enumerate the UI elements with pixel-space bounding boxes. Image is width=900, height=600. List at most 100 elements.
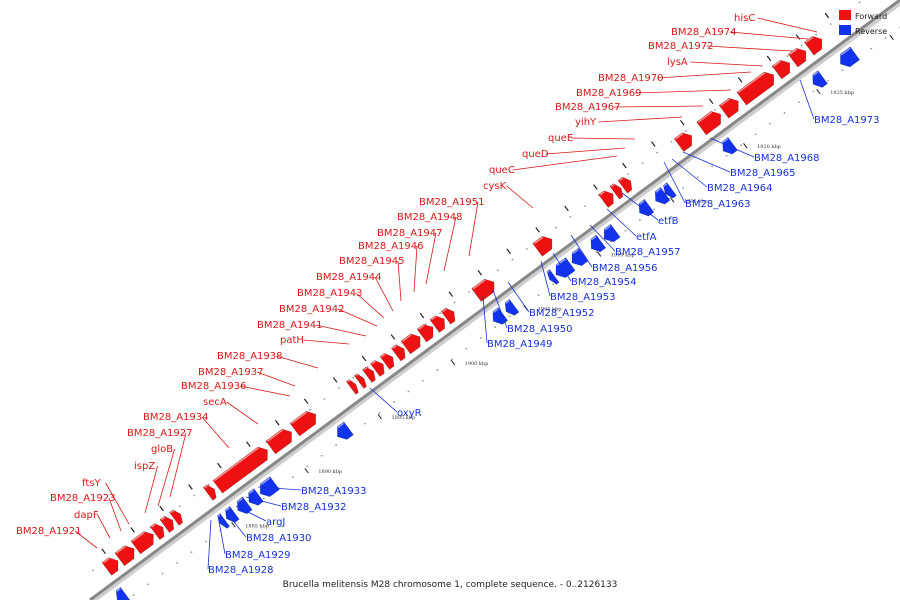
forward-gene-label[interactable]: BM28_A1948	[397, 212, 463, 223]
forward-gene-label[interactable]: patH	[280, 335, 304, 346]
forward-gene-arrow-13[interactable]	[370, 358, 388, 377]
forward-gene-label[interactable]: BM28_A1944	[316, 272, 382, 283]
reverse-gene-arrow-16[interactable]	[660, 182, 677, 201]
forward-gene-arrow-20[interactable]	[471, 276, 499, 302]
reverse-gene-label[interactable]: BM28_A1949	[487, 339, 553, 350]
forward-gene-arrow-6[interactable]	[202, 483, 219, 501]
reverse-gene-arrow-8[interactable]	[501, 298, 520, 318]
forward-gene-label[interactable]: BM28_A1970	[598, 73, 664, 84]
forward-gene-label[interactable]: cysK	[483, 181, 507, 192]
forward-gene-arrow-29[interactable]	[771, 57, 794, 80]
forward-gene-arrow-4[interactable]	[159, 514, 178, 533]
reverse-gene-label[interactable]: BM28_A1964	[707, 183, 773, 194]
forward-gene-arrow-14[interactable]	[379, 351, 398, 370]
forward-gene-arrow-7[interactable]	[212, 443, 272, 494]
forward-gene-arrow-9[interactable]	[289, 408, 320, 437]
forward-gene-label[interactable]: queE	[548, 133, 573, 144]
reverse-gene-label[interactable]: BM28_A1973	[814, 115, 880, 126]
forward-gene-label[interactable]: BM28_A1974	[671, 27, 737, 38]
reverse-gene-arrow-0[interactable]	[112, 587, 131, 600]
reverse-gene-label[interactable]: BM28_A1928	[208, 565, 274, 576]
reverse-gene-arrow-14[interactable]	[635, 198, 655, 219]
reverse-gene-label[interactable]: BM28_A1953	[550, 292, 616, 303]
forward-gene-label[interactable]: BM28_A1946	[358, 241, 424, 252]
forward-gene-arrow-16[interactable]	[400, 330, 425, 355]
forward-gene-arrow-23[interactable]	[609, 182, 626, 200]
reverse-gene-arrow-13[interactable]	[599, 223, 621, 245]
forward-gene-arrow-30[interactable]	[787, 45, 810, 68]
forward-gene-arrow-8[interactable]	[265, 426, 296, 455]
reverse-gene-label[interactable]: BM28_A1963	[685, 199, 751, 210]
reverse-gene-arrow-3[interactable]	[233, 496, 253, 517]
reverse-gene-label[interactable]: BM28_A1957	[615, 247, 681, 258]
forward-gene-label[interactable]: queC	[489, 165, 515, 176]
forward-gene-label[interactable]: queD	[522, 149, 549, 160]
forward-gene-arrow-27[interactable]	[718, 95, 743, 119]
reverse-gene-arrow-4[interactable]	[244, 488, 264, 509]
forward-gene-label[interactable]: hisC	[734, 13, 755, 24]
forward-gene-label[interactable]: ispZ	[134, 461, 155, 472]
forward-gene-label[interactable]: BM28_A1942	[279, 304, 345, 315]
forward-gene-arrow-5[interactable]	[169, 508, 186, 526]
forward-gene-label[interactable]: BM28_A1937	[198, 367, 264, 378]
reverse-gene-arrow-10[interactable]	[551, 257, 576, 282]
reverse-gene-arrow-19[interactable]	[836, 46, 860, 71]
forward-gene-label[interactable]: gloB	[151, 444, 173, 455]
forward-gene-arrow-3[interactable]	[149, 521, 168, 540]
reverse-gene-arrow-12[interactable]	[587, 234, 607, 255]
reverse-gene-label[interactable]: etfA	[636, 232, 657, 243]
forward-gene-arrow-19[interactable]	[440, 305, 459, 325]
forward-gene-label[interactable]: BM28_A1941	[257, 320, 323, 331]
forward-gene-label[interactable]: BM28_A1943	[297, 288, 363, 299]
reverse-gene-label[interactable]: BM28_A1954	[571, 277, 637, 288]
forward-gene-label[interactable]: BM28_A1969	[576, 88, 642, 99]
forward-gene-label[interactable]: BM28_A1927	[127, 428, 193, 439]
reverse-gene-arrow-18[interactable]	[808, 70, 828, 91]
reverse-gene-label[interactable]: BM28_A1933	[301, 486, 367, 497]
forward-gene-label[interactable]: BM28_A1936	[181, 381, 247, 392]
reverse-gene-arrow-9[interactable]	[545, 269, 560, 286]
forward-gene-label[interactable]: secA	[203, 397, 227, 408]
reverse-gene-arrow-15[interactable]	[651, 187, 671, 207]
forward-gene-label[interactable]: BM28_A1967	[555, 102, 621, 113]
forward-gene-arrow-21[interactable]	[532, 233, 557, 257]
reverse-gene-arrow-17[interactable]	[718, 137, 738, 157]
reverse-gene-arrow-6[interactable]	[333, 421, 354, 443]
forward-gene-arrow-28[interactable]	[736, 68, 779, 106]
reverse-gene-label[interactable]: BM28_A1929	[225, 550, 291, 561]
reverse-gene-label[interactable]: oxyR	[397, 408, 422, 419]
reverse-gene-arrow-5[interactable]	[255, 476, 280, 501]
reverse-gene-arrow-2[interactable]	[222, 506, 240, 525]
reverse-gene-label[interactable]: argJ	[266, 517, 285, 528]
forward-gene-arrow-1[interactable]	[114, 542, 139, 567]
forward-gene-arrow-31[interactable]	[803, 33, 826, 56]
forward-gene-arrow-26[interactable]	[696, 108, 726, 136]
forward-gene-arrow-12[interactable]	[362, 365, 378, 383]
reverse-gene-label[interactable]: BM28_A1932	[281, 502, 347, 513]
forward-gene-label[interactable]: BM28_A1951	[419, 197, 485, 208]
reverse-gene-label[interactable]: BM28_A1956	[592, 263, 658, 274]
forward-gene-arrow-2[interactable]	[130, 528, 158, 555]
forward-gene-label[interactable]: BM28_A1945	[339, 256, 405, 267]
reverse-gene-label[interactable]: BM28_A1968	[754, 153, 820, 164]
forward-gene-label[interactable]: ftsY	[82, 478, 101, 489]
reverse-gene-label[interactable]: BM28_A1952	[529, 308, 595, 319]
forward-gene-label[interactable]: BM28_A1921	[16, 526, 82, 537]
forward-gene-arrow-15[interactable]	[390, 342, 409, 362]
forward-gene-label[interactable]: dapF	[74, 510, 99, 521]
reverse-gene-label[interactable]: etfB	[658, 216, 679, 227]
forward-gene-arrow-17[interactable]	[416, 321, 438, 343]
forward-gene-arrow-18[interactable]	[429, 312, 449, 333]
forward-gene-arrow-24[interactable]	[617, 174, 636, 194]
forward-gene-label[interactable]: BM28_A1923	[50, 493, 116, 504]
forward-gene-label[interactable]: BM28_A1972	[648, 41, 714, 52]
forward-gene-label[interactable]: yihY	[575, 117, 597, 128]
forward-gene-arrow-10[interactable]	[345, 378, 360, 395]
reverse-gene-label[interactable]: BM28_A1930	[246, 533, 312, 544]
forward-gene-label[interactable]: lysA	[667, 57, 688, 68]
reverse-gene-label[interactable]: BM28_A1965	[730, 168, 796, 179]
reverse-gene-arrow-7[interactable]	[489, 307, 509, 328]
reverse-gene-label[interactable]: BM28_A1950	[507, 324, 573, 335]
forward-gene-label[interactable]: BM28_A1934	[143, 412, 209, 423]
forward-gene-label[interactable]: BM28_A1947	[377, 228, 443, 239]
